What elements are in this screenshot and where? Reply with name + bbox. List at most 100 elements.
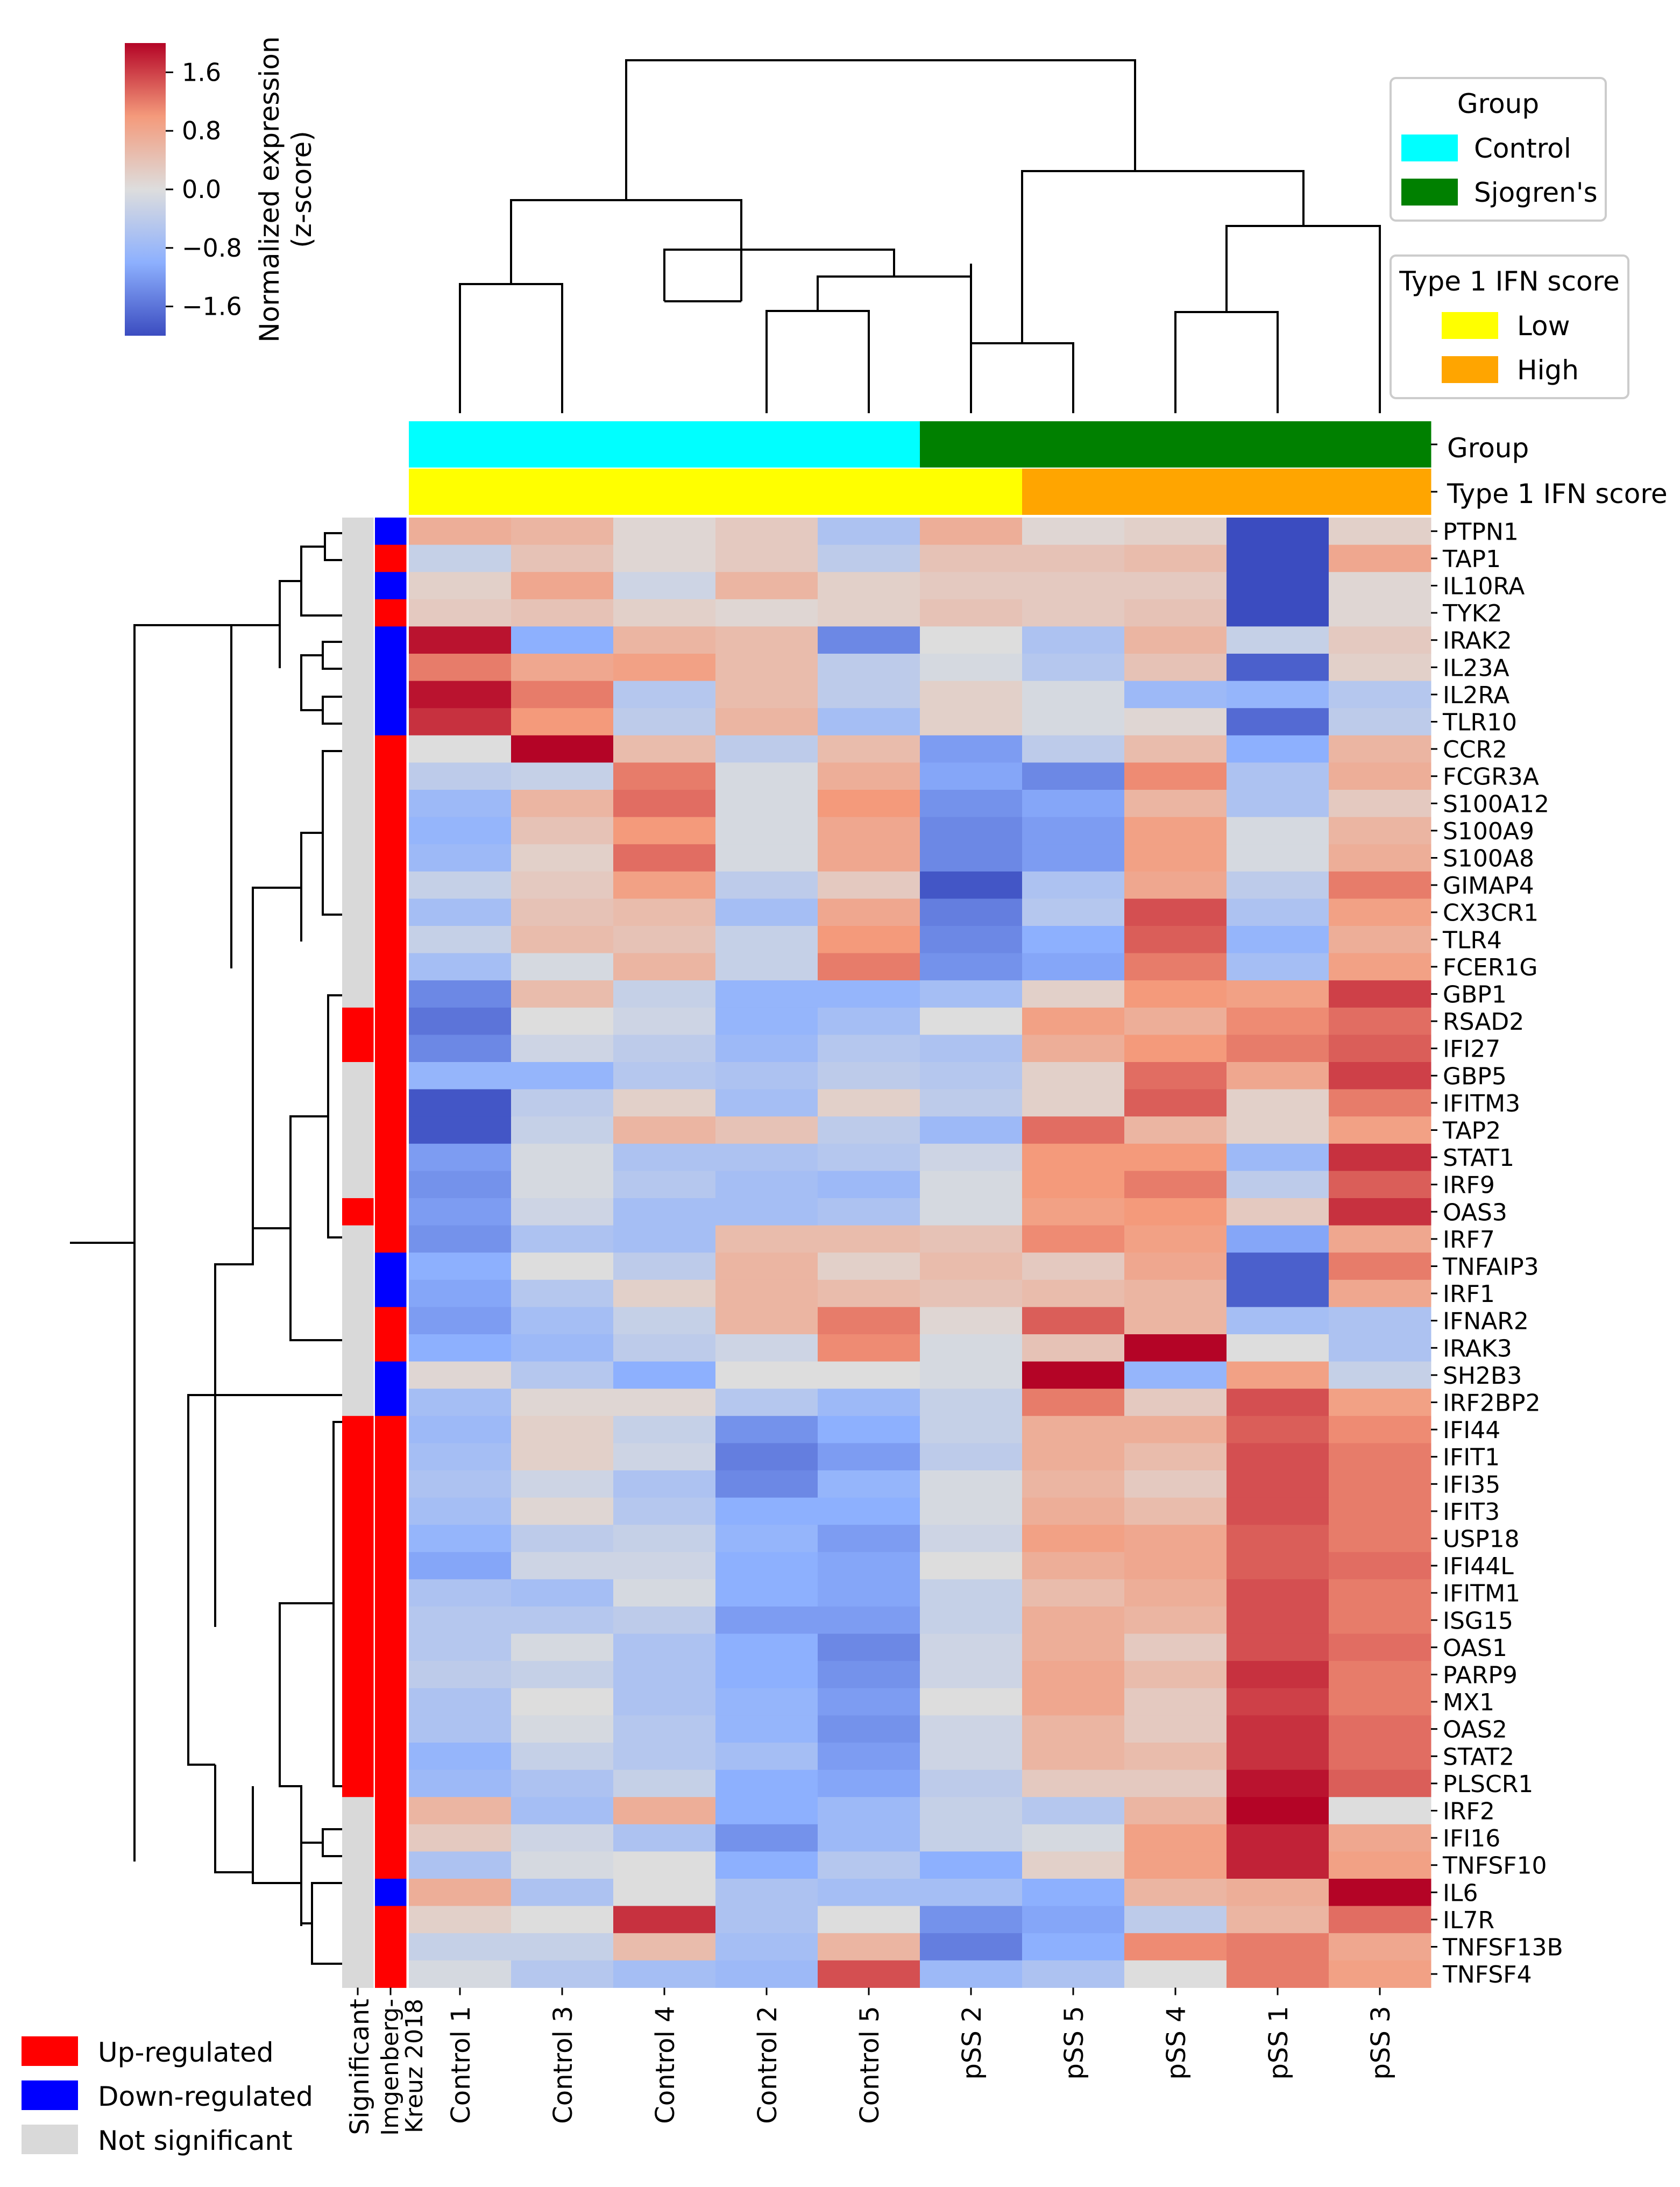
heatmap-cell [1022, 1851, 1125, 1879]
heatmap-cell [1022, 1035, 1125, 1063]
heatmap-cell [715, 1225, 818, 1253]
heatmap-cell [1227, 1606, 1329, 1634]
heatmap-cell [920, 1143, 1023, 1171]
heatmap-cell [818, 1116, 920, 1144]
ifn-annotation-cell [1022, 469, 1125, 515]
heatmap-cell [715, 1198, 818, 1226]
sample-label: pSS 1 [1264, 2006, 1294, 2079]
gene-label: OAS1 [1443, 1634, 1507, 1662]
heatmap-cell [1124, 1225, 1227, 1253]
heatmap-cell [1022, 1606, 1125, 1634]
imgenberg-annotation-cell [375, 572, 407, 600]
heatmap-cell [511, 572, 614, 600]
heatmap-cell [1124, 1007, 1227, 1035]
heatmap-cell [409, 1633, 512, 1661]
heatmap-cell [715, 1089, 818, 1117]
gene-label: IFITM3 [1443, 1090, 1520, 1117]
heatmap-cell [818, 1252, 920, 1280]
sample-label: Control 1 [446, 2006, 476, 2124]
significant-annotation-cell [342, 762, 374, 790]
heatmap-cell [613, 681, 716, 709]
heatmap-cell [1022, 1225, 1125, 1253]
heatmap-cell [920, 898, 1023, 926]
col-dendro-link [970, 170, 1380, 413]
heatmap-cell [511, 681, 614, 709]
sample-label: Control 5 [855, 2006, 885, 2124]
legend-swatch-up [22, 2036, 78, 2066]
heatmap-cell [715, 1143, 818, 1171]
heatmap-cell [1022, 1743, 1125, 1771]
heatmap-cell [1022, 654, 1125, 682]
heatmap-cell [920, 1225, 1023, 1253]
gene-label: PTPN1 [1443, 518, 1519, 546]
heatmap-cell [511, 980, 614, 1008]
heatmap-cell [613, 1770, 716, 1797]
significant-annotation-cell [342, 735, 374, 763]
gene-label: IL2RA [1443, 682, 1509, 709]
heatmap-cell [1022, 1279, 1125, 1307]
heatmap-cell [1329, 626, 1431, 654]
imgenberg-annotation-cell [375, 654, 407, 682]
imgenberg-annotation-cell [375, 953, 407, 981]
heatmap-cell [818, 1579, 920, 1607]
heatmap-cell [511, 762, 614, 790]
colorbar-tick-label: −1.6 [182, 292, 242, 321]
imgenberg-annotation-cell [375, 980, 407, 1008]
group-annotation-cell [1227, 421, 1329, 468]
heatmap-cell [1227, 1415, 1329, 1443]
heatmap-cell [1124, 654, 1227, 682]
heatmap-cell [1022, 1089, 1125, 1117]
imgenberg-annotation-cell [375, 1743, 407, 1771]
heatmap-cell [818, 817, 920, 845]
imgenberg-annotation-cell [375, 626, 407, 654]
heatmap-cell [1227, 1552, 1329, 1580]
heatmap-cell [818, 871, 920, 899]
heatmap-cell [1227, 844, 1329, 872]
heatmap-cell [1329, 1933, 1431, 1961]
imgenberg-annotation-cell [375, 1361, 407, 1389]
heatmap-cell [1227, 1579, 1329, 1607]
heatmap-cell [818, 572, 920, 600]
heatmap-cell [920, 1171, 1023, 1199]
heatmap-cell [1124, 953, 1227, 981]
heatmap-cell [1329, 871, 1431, 899]
significant-annotation-cell [342, 681, 374, 709]
heatmap-cell [1329, 1389, 1431, 1417]
heatmap-cell [409, 1116, 512, 1144]
significant-annotation-cell [342, 1661, 374, 1689]
heatmap-cell [1227, 953, 1329, 981]
significant-annotation-cell [342, 871, 374, 899]
heatmap-cell [920, 708, 1023, 736]
significant-annotation-cell [342, 1389, 374, 1417]
heatmap-cell [1022, 1062, 1125, 1090]
heatmap-cell [409, 544, 512, 572]
gene-label: IRF2 [1443, 1798, 1495, 1825]
heatmap-cell [1022, 817, 1125, 845]
heatmap-cell [1227, 1851, 1329, 1879]
heatmap-cell [1124, 898, 1227, 926]
heatmap-cell [1124, 844, 1227, 872]
heatmap-cell [1022, 1171, 1125, 1199]
heatmap-cell [920, 1688, 1023, 1716]
heatmap-cell [1329, 1552, 1431, 1580]
significant-annotation-cell [342, 1279, 374, 1307]
heatmap-cell [409, 1552, 512, 1580]
heatmap-cell [715, 735, 818, 763]
heatmap-cell [1124, 1279, 1227, 1307]
heatmap-cell [511, 1361, 614, 1389]
heatmap-cell [613, 544, 716, 572]
imgenberg-annotation-cell [375, 762, 407, 790]
heatmap-cell [1329, 898, 1431, 926]
heatmap-cell [1124, 1906, 1227, 1934]
group-annotation-cell [818, 421, 920, 468]
heatmap-cell [409, 871, 512, 899]
heatmap-cell [1329, 762, 1431, 790]
heatmap-cell [920, 1198, 1023, 1226]
heatmap-cell [1227, 1089, 1329, 1117]
heatmap-cell [1329, 980, 1431, 1008]
heatmap-cell [613, 1089, 716, 1117]
heatmap-cell [920, 953, 1023, 981]
gene-label: ISG15 [1443, 1607, 1513, 1634]
heatmap-cell [1022, 518, 1125, 546]
